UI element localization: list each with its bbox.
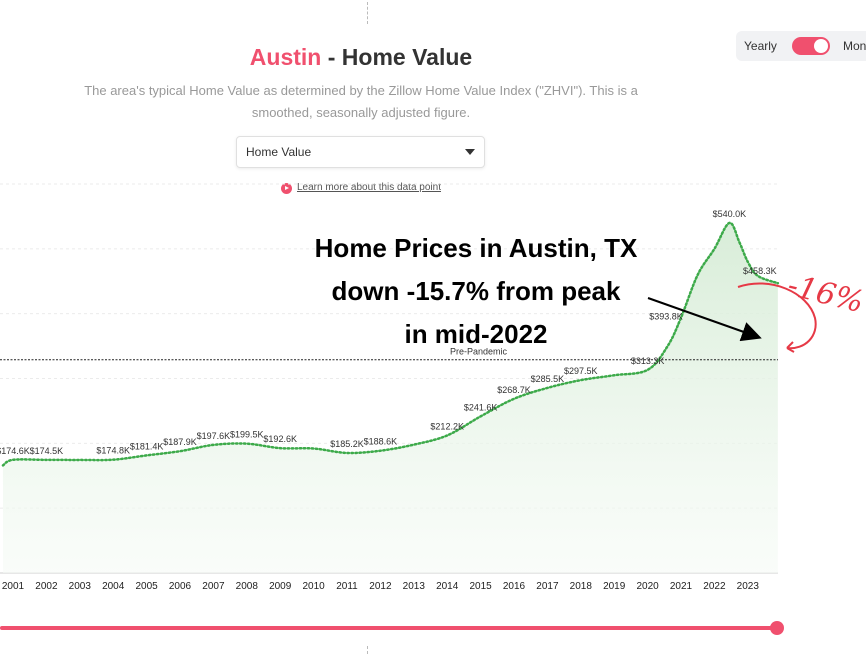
x-tick-label: 2005 bbox=[135, 581, 158, 592]
data-label: $192.6K bbox=[263, 434, 297, 444]
data-label: $174.6K bbox=[0, 446, 30, 456]
data-label: $181.4K bbox=[130, 441, 164, 451]
x-tick-label: 2014 bbox=[436, 581, 459, 592]
x-tick-label: 2004 bbox=[102, 581, 125, 592]
x-tick-label: 2018 bbox=[570, 581, 593, 592]
timeline-slider-track[interactable] bbox=[0, 626, 778, 630]
data-label: $188.6K bbox=[364, 437, 398, 447]
x-tick-label: 2017 bbox=[536, 581, 559, 592]
x-tick-label: 2010 bbox=[302, 581, 325, 592]
x-tick-label: 2021 bbox=[670, 581, 693, 592]
data-label: $285.5K bbox=[531, 374, 565, 384]
bottom-divider bbox=[367, 646, 368, 654]
x-tick-label: 2008 bbox=[236, 581, 259, 592]
city-name: Austin bbox=[249, 44, 322, 70]
x-tick-label: 2015 bbox=[469, 581, 492, 592]
handwritten-bracket bbox=[737, 282, 817, 350]
x-tick-label: 2003 bbox=[69, 581, 92, 592]
x-tick-label: 2022 bbox=[703, 581, 726, 592]
x-tick-label: 2019 bbox=[603, 581, 626, 592]
caret-down-icon bbox=[465, 149, 475, 155]
annotation-line-2: down -15.7% from peak bbox=[332, 276, 621, 306]
page-title: Austin - Home Value bbox=[0, 44, 722, 71]
toggle-yearly-label: Yearly bbox=[744, 39, 777, 53]
data-label: $212.2K bbox=[430, 421, 464, 431]
frequency-toggle: Yearly Mon bbox=[736, 31, 866, 61]
x-tick-label: 2020 bbox=[636, 581, 659, 592]
data-label: $185.2K bbox=[330, 439, 364, 449]
x-tick-label: 2006 bbox=[169, 581, 192, 592]
data-label: $241.6K bbox=[464, 402, 498, 412]
toggle-monthly-label: Mon bbox=[843, 39, 866, 53]
data-label: $313.3K bbox=[631, 356, 665, 366]
page-subtitle: The area's typical Home Value as determi… bbox=[84, 83, 638, 120]
switch-knob bbox=[814, 39, 828, 53]
home-value-line bbox=[1, 221, 780, 467]
pre-pandemic-label: Pre-Pandemic bbox=[450, 347, 508, 357]
handwritten-bracket-tip bbox=[786, 341, 795, 353]
home-value-area bbox=[2, 222, 778, 573]
data-label: $393.8K bbox=[649, 312, 683, 322]
annotation-arrow bbox=[647, 297, 762, 342]
data-label: $268.7K bbox=[497, 385, 531, 395]
metric-select-value: Home Value bbox=[246, 145, 312, 159]
frequency-switch[interactable] bbox=[792, 37, 830, 55]
annotation-line-3: in mid-2022 bbox=[404, 319, 547, 349]
play-circle-icon bbox=[281, 183, 292, 194]
data-label: $458.3K bbox=[743, 266, 777, 276]
metric-select[interactable]: Home Value bbox=[236, 136, 485, 168]
data-label: $297.5K bbox=[564, 366, 598, 376]
learn-more-text: Learn more about this data point bbox=[297, 182, 441, 193]
data-label: $197.6K bbox=[197, 431, 231, 441]
data-label: $174.8K bbox=[96, 446, 130, 456]
x-tick-label: 2012 bbox=[369, 581, 392, 592]
x-tick-label: 2011 bbox=[336, 581, 358, 592]
annotation-line-1: Home Prices in Austin, TX bbox=[315, 233, 638, 263]
handwritten-note: -16% bbox=[784, 268, 866, 321]
top-divider bbox=[367, 2, 368, 24]
x-tick-label: 2009 bbox=[269, 581, 292, 592]
data-label: $540.0K bbox=[713, 209, 747, 219]
data-label: $187.9K bbox=[163, 437, 197, 447]
data-label: $199.5K bbox=[230, 430, 264, 440]
x-tick-label: 2013 bbox=[403, 581, 426, 592]
data-label: $174.5K bbox=[30, 446, 64, 456]
x-tick-label: 2016 bbox=[503, 581, 526, 592]
x-tick-label: 2002 bbox=[35, 581, 58, 592]
x-tick-label: 2001 bbox=[2, 581, 25, 592]
x-tick-label: 2023 bbox=[737, 581, 760, 592]
x-tick-label: 2007 bbox=[202, 581, 225, 592]
timeline-slider-handle[interactable] bbox=[770, 621, 784, 635]
title-suffix: - Home Value bbox=[321, 44, 473, 70]
